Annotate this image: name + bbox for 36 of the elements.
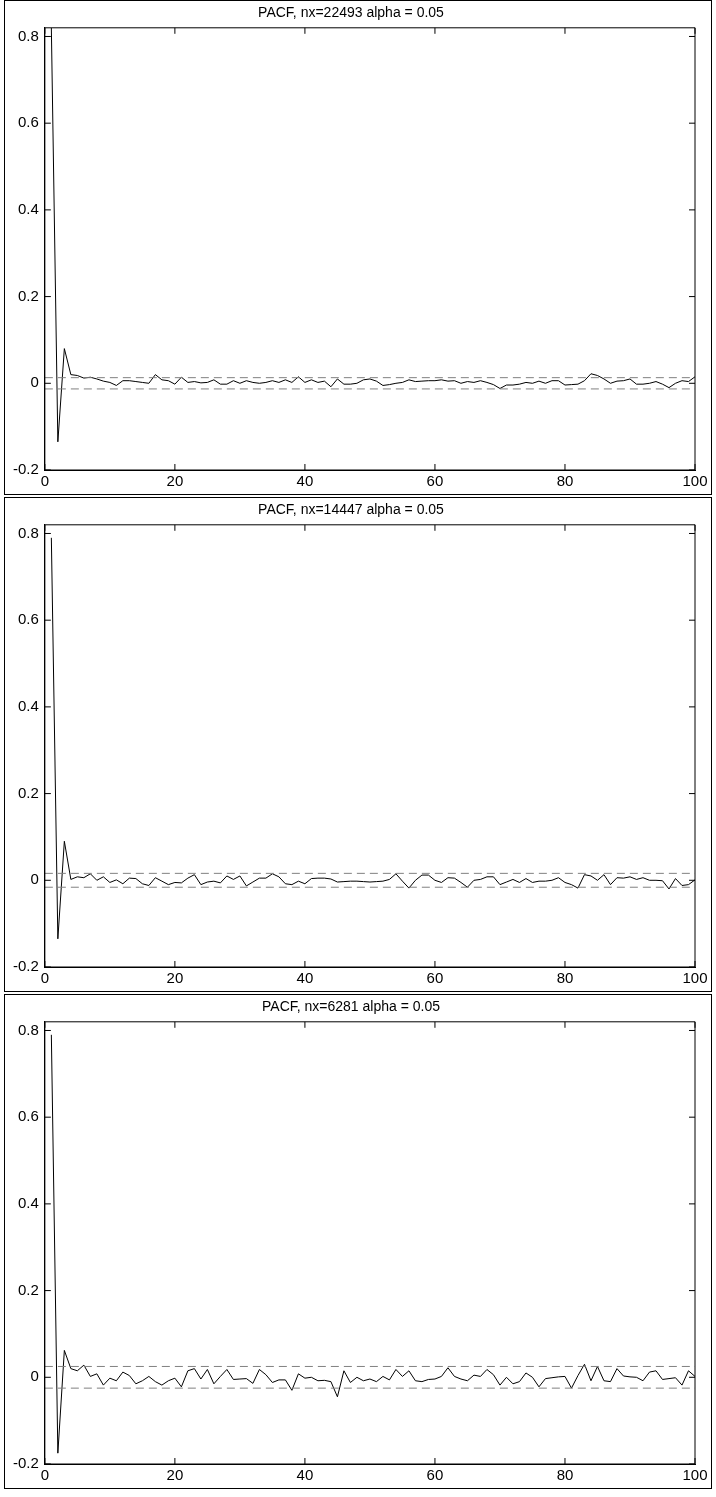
x-tick-label: 20	[166, 969, 184, 987]
y-tick-label: 0.6	[17, 1107, 39, 1125]
y-tick-label: 0.2	[17, 1280, 39, 1298]
y-tick-label: 0	[30, 870, 39, 888]
y-tick-label: 0.8	[17, 26, 39, 44]
y-tick-label: 0.8	[17, 1020, 39, 1038]
chart-title: PACF, nx=22493 alpha = 0.05	[258, 4, 445, 21]
x-tick-label: 20	[166, 1466, 184, 1484]
x-tick-label: 100	[682, 969, 708, 987]
chart-title: PACF, nx=14447 alpha = 0.05	[258, 501, 445, 518]
y-tick-label: 0.4	[17, 697, 39, 715]
x-tick-label: 100	[682, 1466, 708, 1484]
y-tick-label: 0.8	[17, 523, 39, 541]
x-tick-label: 100	[682, 472, 708, 490]
y-tick-label: 0	[30, 1367, 39, 1385]
y-tick-label: -0.2	[12, 1454, 39, 1472]
y-tick-label: 0.2	[17, 286, 39, 304]
y-tick-label: -0.2	[12, 460, 39, 478]
x-tick-label: 80	[556, 472, 574, 490]
y-tick-label: 0.4	[17, 200, 39, 218]
x-tick-label: 60	[426, 472, 444, 490]
x-tick-label: 20	[166, 472, 184, 490]
y-tick-label: 0.6	[17, 610, 39, 628]
x-tick-label: 60	[426, 969, 444, 987]
y-tick-label: -0.2	[12, 957, 39, 975]
x-tick-label: 40	[296, 1466, 314, 1484]
x-tick-label: 40	[296, 969, 314, 987]
x-tick-label: 80	[556, 969, 574, 987]
y-tick-label: 0.4	[17, 1194, 39, 1212]
y-tick-label: 0.6	[17, 113, 39, 131]
y-tick-label: 0	[30, 373, 39, 391]
x-tick-label: 60	[426, 1466, 444, 1484]
x-tick-label: 80	[556, 1466, 574, 1484]
x-tick-label: 40	[296, 472, 314, 490]
chart-title: PACF, nx=6281 alpha = 0.05	[262, 998, 441, 1015]
y-tick-label: 0.2	[17, 783, 39, 801]
